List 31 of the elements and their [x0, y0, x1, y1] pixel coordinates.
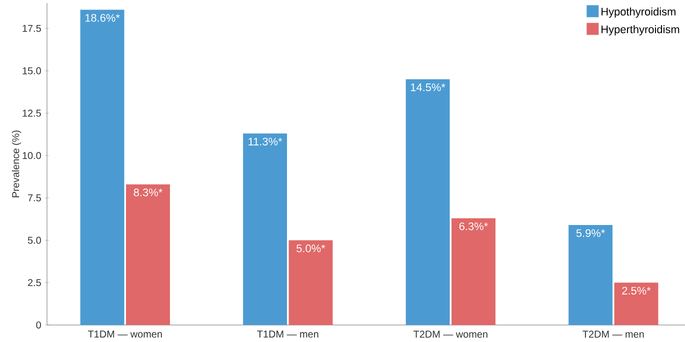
x-tick-label: T1DM — men — [257, 330, 318, 338]
x-tick-label: T2DM — men — [582, 330, 644, 338]
y-tick-label: 12.5 — [22, 110, 41, 117]
x-tick-label: T1DM — women — [88, 330, 162, 338]
y-tick-label: 2.5 — [28, 279, 41, 286]
bar — [614, 282, 658, 325]
y-tick-label: 15.0 — [22, 67, 41, 74]
y-tick-label: 0 — [36, 321, 41, 329]
y-axis-title: Prevalence (%) — [12, 130, 22, 198]
y-tick-label: 17.5 — [22, 24, 41, 32]
y-tick-label: 10.0 — [22, 152, 41, 160]
bar — [288, 240, 333, 325]
x-tick-label: T2DM — women — [413, 330, 488, 338]
data-label: 11.3%* — [248, 138, 282, 146]
bar — [80, 10, 124, 325]
bar — [126, 184, 170, 325]
data-label: 14.5%* — [410, 83, 446, 92]
bar — [568, 225, 613, 325]
legend-label: Hyperthyroidism — [602, 25, 680, 36]
bar — [406, 79, 450, 325]
y-tick-label: 5.0 — [28, 236, 41, 244]
y-tick-label: 7.5 — [28, 194, 41, 202]
bar — [452, 218, 496, 325]
data-label: 5.9%* — [576, 229, 605, 237]
bar — [243, 133, 287, 325]
legend-label: Hypothyroidism — [602, 7, 676, 18]
data-label: 5.0%* — [296, 244, 326, 252]
data-label: 8.3%* — [134, 188, 162, 196]
data-label: 18.6%* — [85, 14, 120, 22]
data-label: 6.3%* — [459, 222, 488, 230]
data-label: 2.5%* — [622, 286, 651, 295]
